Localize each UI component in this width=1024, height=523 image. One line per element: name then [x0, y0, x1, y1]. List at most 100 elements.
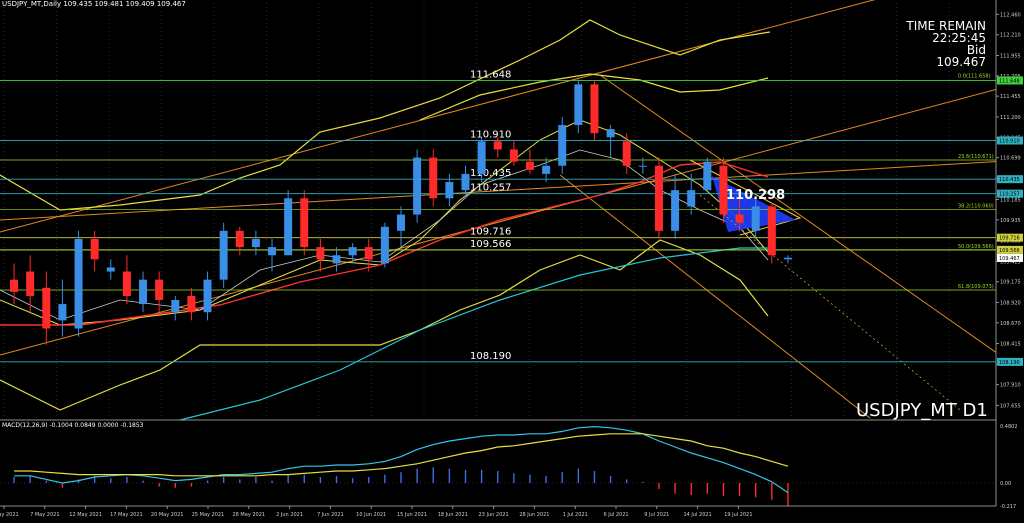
- candle-body: [364, 247, 373, 260]
- date-tick: 3 May 2021: [0, 512, 19, 518]
- price-tag-label: 111.648: [999, 78, 1020, 84]
- fib-label: 50.0(109.566): [958, 244, 994, 250]
- candle-body: [429, 157, 438, 199]
- fib-label: 0.0(111.658): [958, 74, 991, 80]
- envelope-upper: [419, 73, 769, 121]
- chart-header: USDJPY_MT,Daily 109.435 109.481 109.409 …: [2, 0, 186, 8]
- price-tag: [997, 76, 1023, 85]
- candle-body: [219, 230, 228, 280]
- candle-body: [10, 279, 19, 292]
- bid-label: Bid: [966, 43, 986, 57]
- date-tick: 7 May 2021: [30, 512, 59, 518]
- candle-body: [187, 295, 196, 313]
- date-tick: 20 May 2021: [151, 512, 184, 518]
- price-tick: 108.670: [1000, 321, 1021, 327]
- date-tick: 18 Jun 2021: [438, 512, 468, 518]
- date-tick: 2 Jun 2021: [276, 512, 303, 518]
- price-tag: [997, 136, 1023, 145]
- candle-body: [735, 214, 744, 223]
- candle-body: [445, 182, 454, 199]
- date-tick: 28 Jun 2021: [519, 512, 549, 518]
- date-tick: 9 Jul 2021: [644, 512, 669, 518]
- channel-line: [0, 81, 1024, 356]
- channel-line: [0, 0, 876, 233]
- candle-body: [703, 161, 712, 191]
- price-tag: [997, 245, 1023, 254]
- price-tag: [997, 233, 1023, 242]
- price-tag-label: 110.910: [999, 139, 1020, 145]
- candle-body: [122, 271, 131, 296]
- fib-label: 61.8(109.073): [958, 284, 994, 290]
- price-tag-label: 108.190: [999, 360, 1020, 366]
- bollinger-upper: [0, 19, 771, 211]
- candle-body: [348, 247, 357, 256]
- date-tick: 23 Jun 2021: [479, 512, 509, 518]
- price-tick: 109.425: [1000, 259, 1021, 265]
- macd-tick: 0.4802: [1000, 424, 1018, 430]
- macd-tick: 0.00: [1000, 481, 1011, 487]
- candle-body: [671, 190, 680, 231]
- price-tick: 109.175: [1000, 280, 1021, 286]
- price-tick: 111.955: [1000, 53, 1021, 59]
- price-tick: 112.460: [1000, 12, 1021, 18]
- symbol-timeframe-label: USDJPY_MT D1: [856, 400, 988, 421]
- date-tick: 10 Jun 2021: [356, 512, 386, 518]
- price-tag-label: 110.257: [999, 192, 1020, 198]
- candle-body: [42, 287, 51, 329]
- price-tag-label: 109.716: [999, 236, 1020, 242]
- candle-body: [687, 190, 696, 207]
- candle-body: [719, 165, 728, 215]
- channel-line: [599, 74, 1024, 373]
- price-tick: 111.200: [1000, 115, 1021, 121]
- candle-body: [542, 165, 551, 174]
- candle-body: [58, 304, 67, 321]
- ma-red: [0, 161, 769, 326]
- level-label: 110.257: [470, 183, 511, 194]
- price-tick: 112.210: [1000, 33, 1021, 39]
- price-tag: [997, 253, 1023, 262]
- price-tick: 108.415: [1000, 342, 1021, 348]
- fib-label: 23.6(110.671): [958, 154, 994, 160]
- price-tag: [997, 357, 1023, 366]
- level-label: 109.716: [470, 227, 511, 238]
- price-axis[interactable]: 112.460112.210111.955111.705111.455111.2…: [995, 0, 1024, 519]
- time-axis[interactable]: 3 May 2021 7 May 2021 12 May 2021 17 May 20…: [0, 505, 996, 518]
- date-tick: 6 Jul 2021: [603, 512, 628, 518]
- level-label: 109.566: [470, 239, 511, 250]
- date-tick: 28 May 2021: [232, 512, 265, 518]
- price-tick: 110.185: [1000, 198, 1021, 204]
- macd-line: [14, 425, 789, 494]
- candle-body: [413, 157, 422, 215]
- date-tick: 19 Jul 2021: [724, 512, 752, 518]
- price-tag-label: 109.467: [999, 256, 1020, 262]
- date-tick: 17 May 2021: [110, 512, 143, 518]
- candle-body: [203, 279, 212, 313]
- candles: [10, 79, 792, 345]
- price-tick: 110.699: [1000, 156, 1021, 162]
- candle-body: [606, 129, 615, 138]
- fib-label: 38.2(110.060): [958, 204, 994, 210]
- horizontal-levels[interactable]: 111.648 110.910 110.435 110.257 109.716109.5…: [0, 69, 996, 363]
- candle-body: [654, 165, 663, 231]
- level-label: 110.910: [470, 130, 511, 141]
- candle-body: [74, 238, 83, 329]
- bid-value: 109.467: [936, 55, 986, 69]
- candle-body: [171, 300, 180, 313]
- macd-panel: [0, 419, 1024, 506]
- candle-body: [316, 247, 325, 260]
- date-tick: 1 Jul 2021: [563, 512, 588, 518]
- candle-body: [284, 198, 293, 256]
- level-label: 111.648: [470, 69, 511, 80]
- ma-gray: [0, 149, 769, 321]
- candle-body: [251, 238, 260, 248]
- time-remain-label: TIME REMAIN: [906, 19, 986, 33]
- ma-cyan: [179, 247, 768, 421]
- candle-body: [767, 206, 776, 256]
- level-label: 110.435: [470, 168, 511, 179]
- candle-body: [90, 238, 99, 260]
- price-tick: 111.455: [1000, 94, 1021, 100]
- candle-body: [268, 247, 277, 256]
- date-tick: 15 Jun 2021: [397, 512, 427, 518]
